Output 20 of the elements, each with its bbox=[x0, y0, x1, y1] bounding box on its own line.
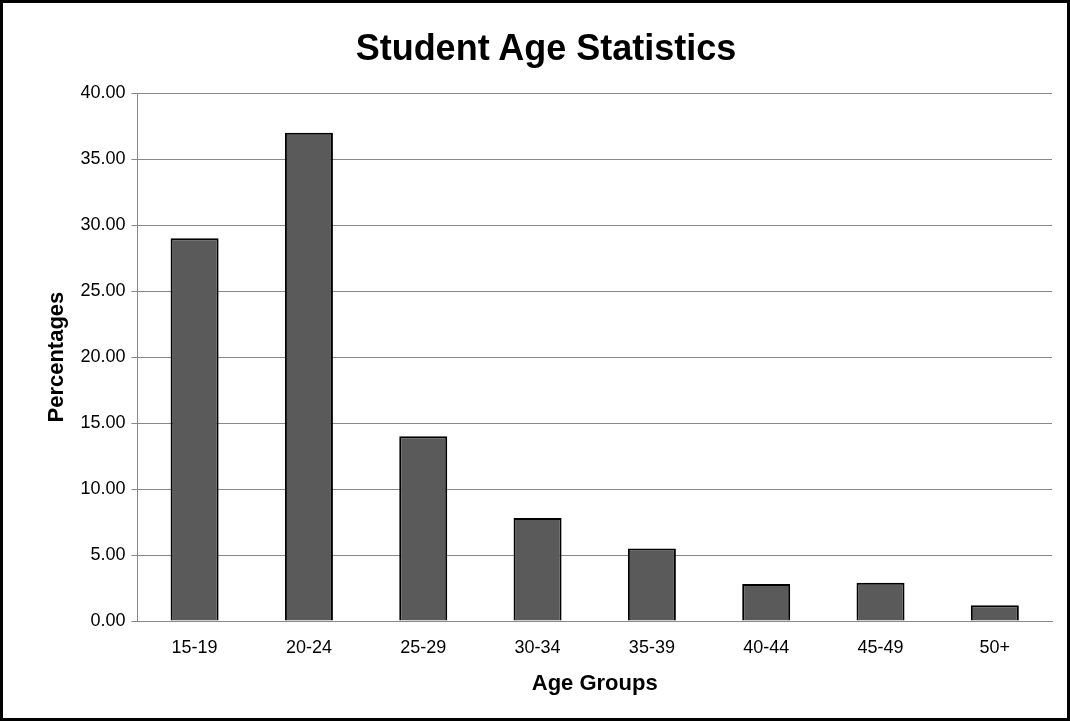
y-tick-label: 35.00 bbox=[80, 148, 126, 169]
y-tick-label: 0.00 bbox=[90, 609, 126, 630]
x-tick-label: 40-44 bbox=[743, 636, 790, 657]
y-tick-label: 20.00 bbox=[80, 346, 126, 367]
y-tick-label: 15.00 bbox=[80, 412, 126, 433]
x-tick-label: 50+ bbox=[979, 636, 1011, 657]
y-tick-label: 30.00 bbox=[80, 214, 126, 235]
y-axis-title: Percentages bbox=[43, 291, 69, 423]
y-tick-label: 25.00 bbox=[80, 280, 126, 301]
y-tick-label: 10.00 bbox=[80, 478, 126, 499]
y-tick-label: 5.00 bbox=[90, 543, 126, 564]
x-axis-title: Age Groups bbox=[531, 669, 658, 695]
x-tick-label: 45-49 bbox=[857, 636, 904, 657]
x-tick-label: 25-29 bbox=[400, 636, 447, 657]
x-tick-label: 30-34 bbox=[514, 636, 561, 657]
y-tick-label: 40.00 bbox=[80, 82, 126, 103]
chart-title: Student Age Statistics bbox=[355, 26, 737, 68]
x-tick-label: 15-19 bbox=[171, 636, 218, 657]
x-tick-label: 20-24 bbox=[285, 636, 332, 657]
x-tick-label: 35-39 bbox=[628, 636, 675, 657]
